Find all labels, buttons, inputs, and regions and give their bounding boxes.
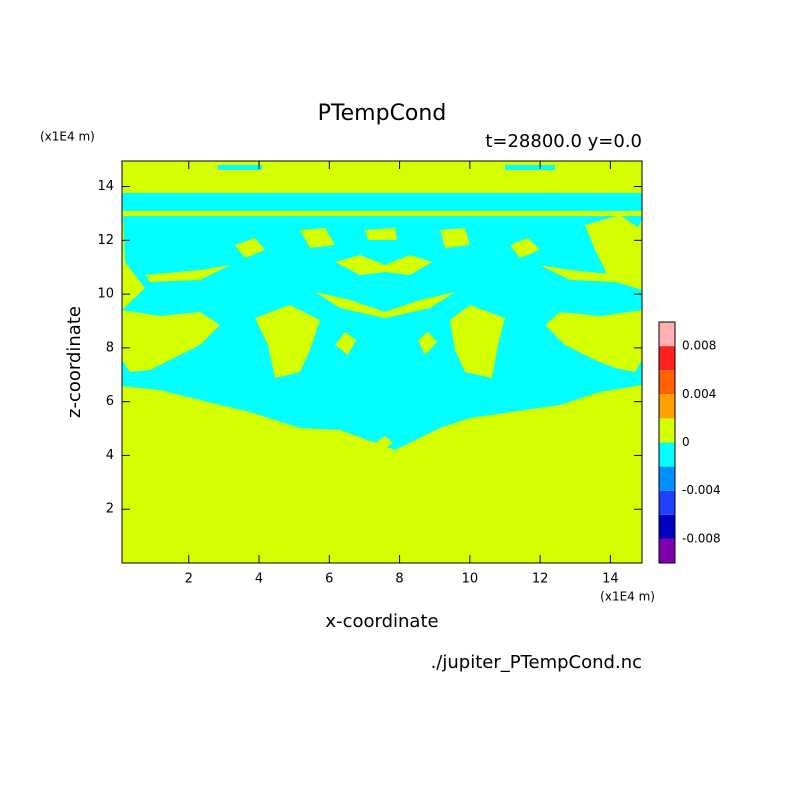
contour-region	[440, 228, 470, 248]
contour-region	[122, 193, 642, 450]
contour-region	[545, 310, 642, 372]
contour-region	[335, 255, 432, 275]
y-tick-label: 8	[106, 340, 114, 355]
contour-region	[505, 165, 555, 170]
colorbar-band	[659, 490, 675, 515]
x-tick-label: 14	[602, 572, 619, 587]
colorbar-band	[659, 322, 675, 347]
colorbar-tick-label: -0.004	[682, 483, 721, 497]
colorbar-frame	[658, 321, 676, 564]
y-tick-label: 2	[106, 502, 114, 517]
colorbar-band	[659, 418, 675, 443]
x-axis-label: x-coordinate	[325, 611, 438, 632]
contour-region	[450, 305, 505, 378]
colorbar-tick-label: -0.008	[682, 531, 721, 545]
contour-region	[375, 436, 393, 448]
source-label: ./jupiter_PTempCond.nc	[431, 652, 642, 673]
x-tick-label: 4	[255, 572, 263, 587]
colorbar-band	[659, 346, 675, 371]
x-tick-label: 10	[462, 572, 479, 587]
contour-region	[235, 238, 265, 258]
x-tick-label: 12	[532, 572, 549, 587]
colorbar-tick-label: 0	[682, 435, 690, 449]
contour-region	[315, 292, 455, 318]
colorbar-band	[659, 394, 675, 419]
contour-region	[218, 165, 262, 170]
contour-region	[540, 265, 620, 282]
colorbar-band	[659, 370, 675, 395]
y-tick-label: 10	[97, 287, 114, 302]
colorbar-tick-label: 0.004	[682, 387, 716, 401]
contour-region	[122, 211, 642, 216]
plot-frame	[121, 160, 643, 564]
y-tick-label: 12	[97, 233, 114, 248]
colorbar-band	[659, 442, 675, 467]
colorbar-band	[659, 514, 675, 539]
contour-region	[122, 310, 220, 372]
colorbar-band	[659, 466, 675, 491]
x-tick-label: 2	[185, 572, 193, 587]
contour-region	[335, 332, 356, 355]
y-tick-label: 14	[97, 179, 114, 194]
contour-region	[255, 305, 320, 378]
y-axis-label: z-coordinate	[64, 306, 85, 418]
x-tick-label: 8	[395, 572, 403, 587]
x-unit: (x1E4 m)	[600, 590, 655, 604]
contour-region	[510, 238, 540, 258]
x-tick-label: 6	[325, 572, 333, 587]
contour-region	[365, 228, 397, 240]
chart-title: PTempCond	[318, 101, 447, 126]
y-tick-label: 4	[106, 448, 114, 463]
contour-region	[300, 228, 335, 248]
contour-region	[145, 265, 230, 282]
contour-region	[418, 332, 437, 355]
colorbar-tick-label: 0.008	[682, 339, 716, 353]
contour-region	[585, 215, 642, 290]
y-tick-label: 6	[106, 394, 114, 409]
subtitle: t=28800.0 y=0.0	[485, 131, 642, 152]
contour-field	[122, 161, 642, 563]
y-unit: (x1E4 m)	[40, 130, 95, 144]
colorbar-band	[659, 538, 675, 563]
